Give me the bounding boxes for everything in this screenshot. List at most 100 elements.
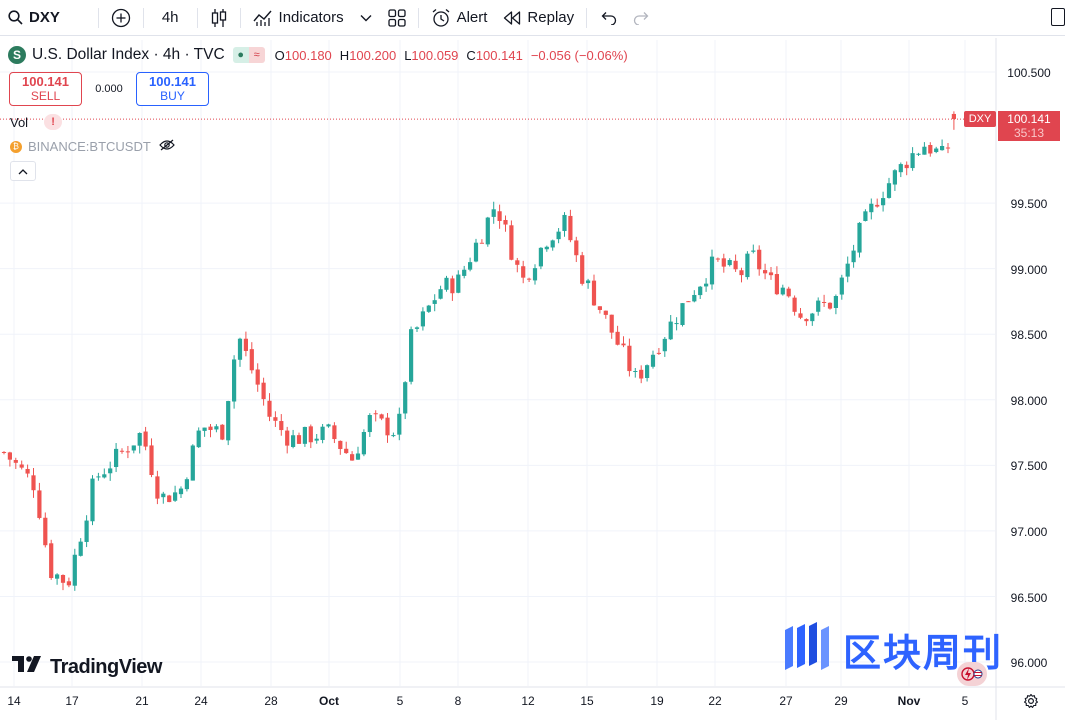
indicator-templates-button[interactable] [352, 0, 380, 36]
price-scale-label: 96.000 [1010, 656, 1048, 670]
symbol-logo-icon: S [8, 46, 26, 64]
candle-body [391, 435, 396, 437]
candle-body [60, 574, 66, 583]
grid-icon [387, 8, 406, 27]
price-scale-label: 97.500 [1010, 459, 1048, 473]
candle-body [261, 382, 266, 400]
candle-body [66, 581, 71, 586]
candle-body [426, 305, 431, 312]
sell-button[interactable]: 100.141 SELL [9, 72, 82, 106]
price-scale-label: 99.500 [1010, 197, 1048, 211]
candle-body [456, 274, 461, 293]
candle-body [273, 417, 278, 421]
candle-body [279, 421, 284, 431]
tradingview-logo[interactable]: TradingView [12, 655, 162, 679]
candle-body [668, 321, 673, 340]
candle-body [745, 253, 750, 278]
compare-symbol-name: BINANCE:BTCUSDT [28, 139, 151, 154]
divider [586, 7, 588, 28]
candle-body [7, 452, 12, 460]
last-price-value: 100.141 [1007, 112, 1051, 126]
candle-body [692, 294, 697, 302]
divider [417, 7, 419, 28]
candle-body [910, 153, 915, 169]
collapse-legend-button[interactable] [10, 161, 36, 181]
candle-body [196, 430, 201, 448]
chart-type-button[interactable] [202, 0, 236, 36]
candle-body [84, 520, 89, 542]
interval-button[interactable]: 4h [148, 0, 193, 36]
top-toolbar: DXY 4h Indicators Alert [0, 0, 1065, 36]
candle-body [184, 479, 189, 490]
candle-body [90, 478, 95, 522]
low-key: L [404, 47, 412, 63]
search-icon [8, 10, 23, 25]
candle-body [662, 338, 667, 352]
close-key: C [466, 47, 476, 63]
candle-body [945, 147, 951, 149]
time-axis-label: 17 [65, 694, 79, 708]
change-value: −0.056 (−0.06%) [530, 47, 628, 63]
candle-body [190, 445, 195, 481]
candle-body [125, 451, 130, 453]
candle-body [709, 256, 715, 285]
tradingview-wordmark: TradingView [50, 655, 162, 678]
candle-body [491, 209, 496, 217]
candle-body [940, 145, 945, 151]
candle-body [886, 183, 892, 198]
replay-button[interactable]: Replay [495, 0, 582, 36]
compare-symbol-button[interactable] [103, 0, 139, 36]
candle-body [49, 543, 54, 579]
bitcoin-icon: ₿ [10, 140, 22, 153]
trade-panel: 100.141 SELL 0.000 100.141 BUY [9, 72, 209, 106]
market-status-pill[interactable]: ● ≈ [232, 47, 265, 63]
time-axis-label: 28 [264, 694, 278, 708]
candle-body [473, 242, 479, 262]
candle-body [108, 468, 113, 474]
candle-body [450, 278, 455, 294]
candle-body [226, 401, 231, 441]
candle-body [774, 274, 779, 295]
volume-indicator-legend[interactable]: Vol ! [10, 114, 63, 130]
candle-body [839, 277, 844, 295]
time-axis-label: 8 [454, 694, 462, 708]
indicators-button[interactable]: Indicators [245, 0, 352, 36]
divider [142, 7, 144, 28]
warning-icon[interactable]: ! [44, 114, 63, 130]
candle-body [462, 269, 467, 276]
ohlc-values: O100.180 H100.200 L100.059 C100.141 −0.0… [275, 48, 628, 63]
candle-body [527, 278, 532, 280]
time-axis-label: 5 [961, 694, 969, 708]
watermark-logo-icon [783, 622, 831, 677]
hidden-eye-icon[interactable] [158, 139, 175, 154]
candle-body [792, 297, 797, 312]
candle-body [568, 215, 573, 241]
lightning-badge-icon[interactable] [957, 662, 987, 686]
candle-body [296, 435, 302, 444]
candle-body [633, 371, 638, 373]
legend-title[interactable]: U.S. Dollar Index · 4h · TVC [32, 46, 225, 63]
candle-body [19, 464, 24, 468]
compare-symbol-legend[interactable]: ₿ BINANCE:BTCUSDT [10, 139, 175, 154]
candle-body [845, 263, 850, 277]
buy-button[interactable]: 100.141 BUY [136, 72, 209, 106]
time-axis-label: 29 [834, 694, 848, 708]
price-scale-label: 96.500 [1010, 591, 1048, 605]
price-scale-label: 99.000 [1010, 263, 1048, 277]
candle-body [739, 270, 744, 276]
candle-body [875, 204, 880, 207]
candle-body [173, 492, 178, 501]
symbol-search-button[interactable]: DXY [0, 0, 68, 36]
undo-button[interactable] [591, 0, 625, 36]
alert-button[interactable]: Alert [423, 0, 496, 36]
settings-icon[interactable] [1023, 693, 1039, 714]
candle-body [479, 242, 484, 244]
layouts-button[interactable] [380, 0, 414, 36]
candle-body [786, 288, 791, 297]
tv-mark-icon [12, 655, 44, 679]
candle-body [869, 203, 874, 213]
candle-body [650, 354, 656, 367]
candle-body [916, 153, 921, 155]
redo-button[interactable] [625, 0, 659, 36]
